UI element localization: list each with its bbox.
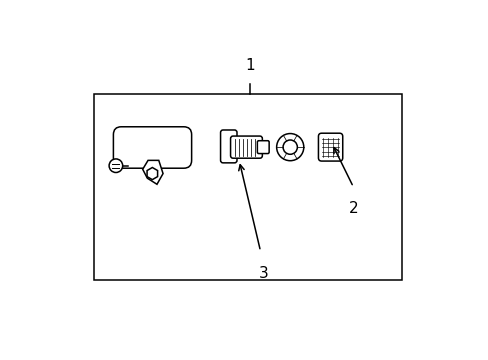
FancyBboxPatch shape (220, 130, 237, 163)
Polygon shape (147, 167, 157, 180)
Text: 3: 3 (259, 266, 268, 281)
Bar (94, 94, 401, 280)
Circle shape (276, 134, 303, 161)
Circle shape (109, 159, 122, 172)
FancyBboxPatch shape (257, 141, 268, 154)
FancyBboxPatch shape (318, 133, 342, 161)
Text: 1: 1 (244, 58, 254, 73)
Text: 2: 2 (348, 202, 358, 216)
Polygon shape (142, 160, 163, 184)
FancyBboxPatch shape (230, 136, 262, 158)
FancyBboxPatch shape (113, 127, 191, 168)
Circle shape (283, 140, 297, 154)
